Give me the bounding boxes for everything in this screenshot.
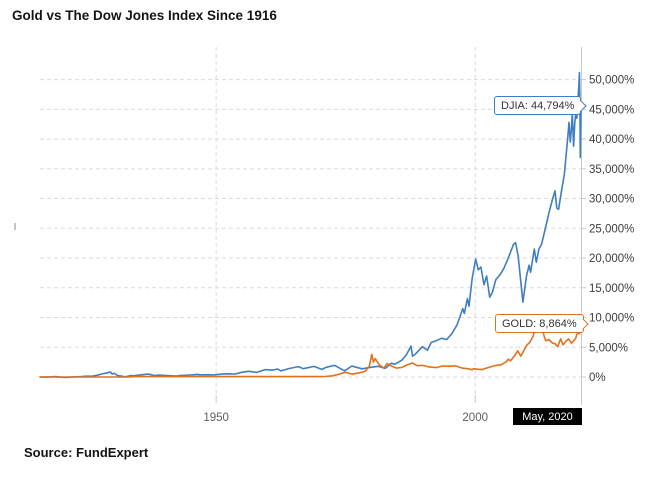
current-date-label: May, 2020 xyxy=(522,410,573,423)
gold-value-callout: GOLD: 8,864% xyxy=(495,314,584,333)
chart-title: Gold vs The Dow Jones Index Since 1916 xyxy=(12,8,277,23)
x-axis-label: 2000 xyxy=(462,412,488,424)
x-axis-label: 1950 xyxy=(203,412,229,424)
y-axis-label: 25,000% xyxy=(589,223,634,235)
djia-value-callout: DJIA: 44,794% xyxy=(494,96,582,115)
series-line-gold[interactable] xyxy=(39,323,582,378)
y-axis-label: 15,000% xyxy=(589,283,634,295)
y-axis-label: 45,000% xyxy=(589,104,634,116)
current-date-badge: May, 2020 xyxy=(513,408,582,425)
series-line-djia[interactable] xyxy=(39,71,582,379)
djia-value-label: DJIA: 44,794% xyxy=(501,99,575,112)
y-axis-label: 20,000% xyxy=(589,253,634,265)
y-axis-label: 30,000% xyxy=(589,194,634,206)
gold-value-label: GOLD: 8,864% xyxy=(502,317,577,330)
source-note: Source: FundExpert xyxy=(24,445,149,460)
y-axis-label: 50,000% xyxy=(589,75,634,87)
y-axis-label: 40,000% xyxy=(589,134,634,146)
y-axis-label: 0% xyxy=(589,372,606,384)
y-axis-label: 35,000% xyxy=(589,164,634,176)
left-edge-mark xyxy=(14,223,16,230)
y-axis-label: 10,000% xyxy=(589,313,634,325)
y-axis-label: 5,000% xyxy=(589,342,628,354)
